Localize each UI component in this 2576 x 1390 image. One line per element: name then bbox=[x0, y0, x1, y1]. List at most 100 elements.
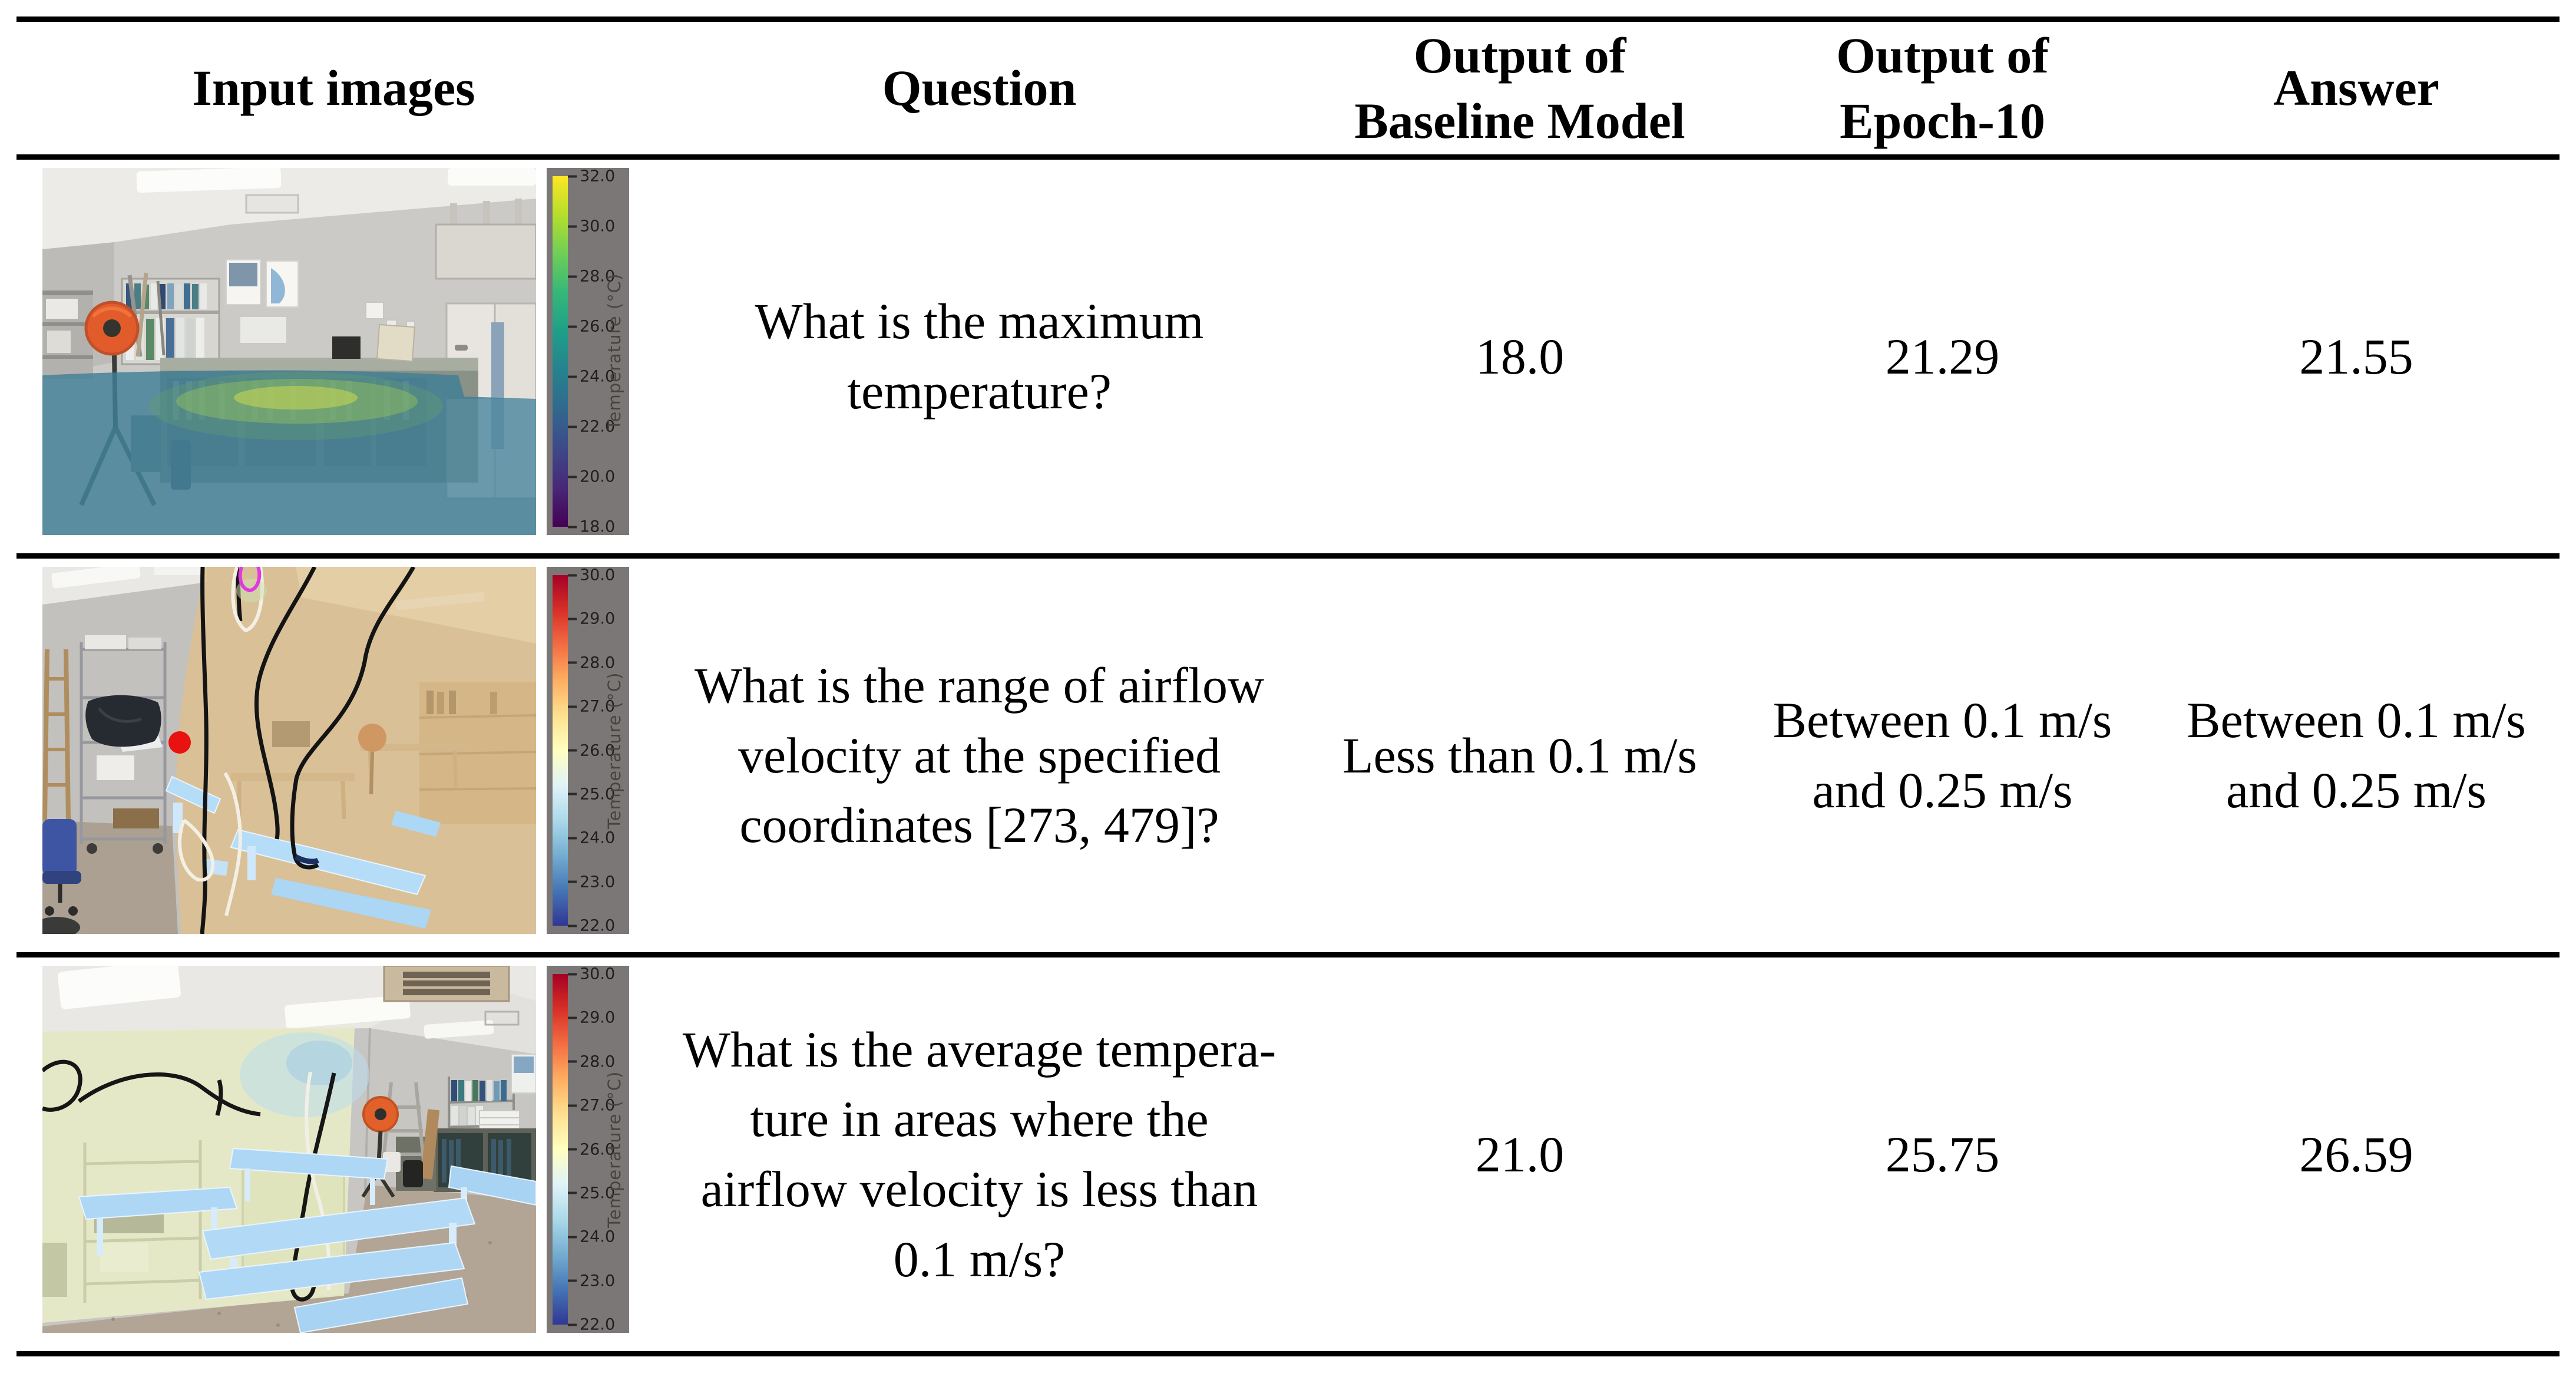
tick-label: 24.0 bbox=[580, 1227, 616, 1246]
question-text: What is the range of airflow velocity at… bbox=[694, 656, 1265, 854]
tick-label: 28.0 bbox=[580, 653, 616, 672]
tick-mark bbox=[568, 749, 577, 752]
tick-label: 29.0 bbox=[580, 1008, 616, 1027]
tick-mark bbox=[568, 925, 577, 927]
colorbar-axis-label: Temperature (°C) bbox=[604, 1071, 624, 1228]
colorbar-tick: 29.0 bbox=[568, 610, 615, 628]
colorbar-tick: 25.0 bbox=[568, 1184, 615, 1202]
baseline-output: Less than 0.1 m/s bbox=[1342, 727, 1697, 784]
tick-label: 26.0 bbox=[580, 741, 616, 760]
epoch10-output: 21.29 bbox=[1885, 328, 2000, 385]
tick-label: 29.0 bbox=[580, 609, 616, 628]
question-text: What is the average tempera- ture in are… bbox=[682, 1021, 1277, 1287]
colorbar-tick: 29.0 bbox=[568, 1009, 615, 1027]
tick-label: 27.0 bbox=[580, 1096, 616, 1115]
table-rule-header bbox=[16, 154, 2560, 160]
table-rule-row bbox=[16, 553, 2560, 559]
tick-mark bbox=[568, 705, 577, 708]
ceiling-light bbox=[51, 567, 141, 589]
tick-label: 23.0 bbox=[580, 1272, 616, 1290]
tick-mark bbox=[568, 1060, 577, 1063]
colorbar-tick: 28.0 bbox=[568, 653, 615, 672]
tick-mark bbox=[568, 1191, 577, 1194]
tick-label: 22.0 bbox=[580, 417, 616, 436]
baseline-output: 21.0 bbox=[1475, 1125, 1565, 1183]
answer-text: Between 0.1 m/s and 0.25 m/s bbox=[2187, 692, 2526, 818]
answer-text: 21.55 bbox=[2299, 328, 2413, 385]
table-row: 32.0 30.0 28.0 26.0 24.0 22.0 20.0 18.0 Tempera… bbox=[16, 160, 2560, 553]
tick-mark bbox=[568, 375, 577, 378]
input-photo-contour-wall bbox=[42, 567, 536, 934]
input-image-cell: 32.0 30.0 28.0 26.0 24.0 22.0 20.0 18.0 Tempera… bbox=[16, 160, 651, 553]
contour-lines bbox=[200, 567, 416, 934]
colorbar-tick: 26.0 bbox=[568, 318, 615, 336]
colorbar-tick: 27.0 bbox=[568, 698, 615, 716]
tick-label: 24.0 bbox=[580, 367, 616, 386]
header-input-images: Input images bbox=[192, 60, 475, 117]
tick-mark bbox=[568, 1148, 577, 1151]
tick-mark bbox=[568, 1104, 577, 1107]
tick-mark bbox=[568, 880, 577, 883]
colorbar-axis-label: Temperature (°C) bbox=[604, 672, 624, 829]
header-baseline-output: Output of Baseline Model bbox=[1354, 27, 1685, 149]
tick-label: 32.0 bbox=[580, 167, 616, 186]
ceiling-light bbox=[58, 966, 181, 1009]
header-answer: Answer bbox=[2273, 60, 2439, 117]
tick-mark bbox=[568, 325, 577, 328]
tick-label: 30.0 bbox=[580, 217, 616, 236]
tick-mark bbox=[568, 526, 577, 528]
header-question: Question bbox=[882, 60, 1077, 117]
colorbar-tick: 30.0 bbox=[568, 217, 615, 236]
room-through-overlay bbox=[231, 567, 536, 824]
temperature-overlay bbox=[42, 370, 536, 535]
colorbar-tick: 22.0 bbox=[568, 418, 615, 436]
tick-mark bbox=[568, 1236, 577, 1239]
tick-label: 30.0 bbox=[580, 566, 616, 585]
tick-label: 22.0 bbox=[580, 916, 616, 935]
colorbar-tick: 26.0 bbox=[568, 741, 615, 760]
tick-mark bbox=[568, 837, 577, 840]
contour-lines bbox=[42, 1059, 336, 1302]
colorbar-ticks: 30.0 29.0 28.0 27.0 26.0 25.0 24.0 23.0 22.0 bbox=[547, 566, 629, 935]
tick-mark bbox=[568, 661, 577, 664]
office-chair bbox=[42, 819, 77, 876]
tick-label: 26.0 bbox=[580, 317, 616, 336]
colorbar: 32.0 30.0 28.0 26.0 24.0 22.0 20.0 18.0 Tempera… bbox=[547, 167, 629, 536]
colorbar-ticks: 32.0 30.0 28.0 26.0 24.0 22.0 20.0 18.0 bbox=[547, 167, 629, 536]
epoch10-output: 25.75 bbox=[1885, 1125, 2000, 1183]
colorbar-tick: 23.0 bbox=[568, 873, 615, 891]
tick-mark bbox=[568, 1279, 577, 1282]
tick-label: 23.0 bbox=[580, 873, 616, 892]
colorbar-tick: 26.0 bbox=[568, 1140, 615, 1158]
ceiling-light bbox=[285, 995, 411, 1029]
tick-label: 20.0 bbox=[580, 467, 616, 486]
colorbar-tick: 24.0 bbox=[568, 829, 615, 847]
tick-mark bbox=[568, 618, 577, 620]
colorbar-tick: 18.0 bbox=[568, 518, 615, 536]
tick-mark bbox=[568, 1323, 577, 1326]
table-rule-top bbox=[16, 16, 2560, 22]
colorbar-tick: 25.0 bbox=[568, 785, 615, 803]
input-photo-classroom bbox=[42, 966, 536, 1333]
tick-label: 24.0 bbox=[580, 828, 616, 847]
tick-label: 30.0 bbox=[580, 965, 616, 983]
tick-mark bbox=[568, 1016, 577, 1019]
colorbar-tick: 22.0 bbox=[568, 1316, 615, 1334]
tick-mark bbox=[568, 793, 577, 795]
colorbar-tick: 23.0 bbox=[568, 1272, 615, 1290]
table-rule-bottom bbox=[16, 1351, 2560, 1356]
tick-mark bbox=[568, 973, 577, 975]
colorbar-tick: 24.0 bbox=[568, 368, 615, 386]
magenta-contour bbox=[238, 567, 262, 593]
colorbar-tick: 24.0 bbox=[568, 1228, 615, 1246]
colorbar-gradient bbox=[553, 974, 568, 1325]
highlighted-benches bbox=[78, 1147, 536, 1333]
colorbar-axis-label: Temperature (°C) bbox=[604, 273, 624, 430]
tick-mark bbox=[568, 275, 577, 278]
epoch10-output: Between 0.1 m/s and 0.25 m/s bbox=[1773, 692, 2112, 818]
tick-mark bbox=[568, 225, 577, 227]
room-through-overlay bbox=[42, 1140, 345, 1303]
tick-label: 26.0 bbox=[580, 1140, 616, 1158]
tick-label: 22.0 bbox=[580, 1315, 616, 1334]
answer-text: 26.59 bbox=[2299, 1125, 2413, 1183]
